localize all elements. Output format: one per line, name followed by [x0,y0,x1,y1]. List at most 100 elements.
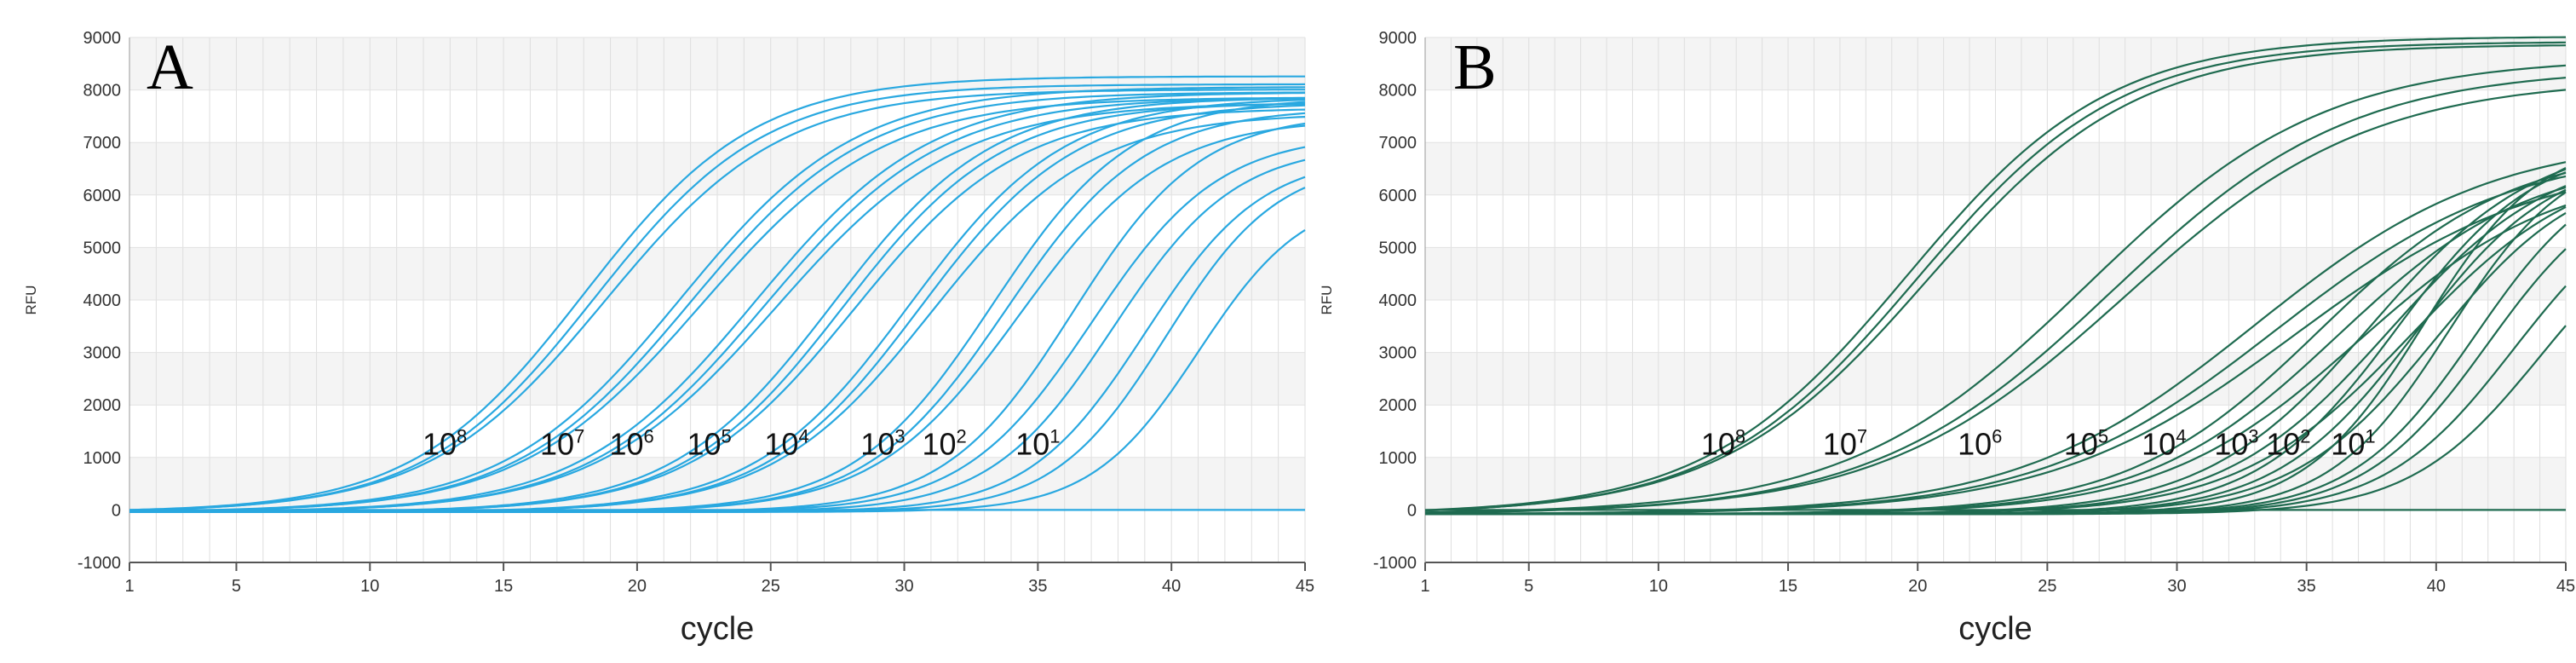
dilution-exponent: 5 [721,426,731,447]
x-tick-label: 5 [1524,577,1533,596]
dilution-base: 10 [764,427,798,462]
series-line [129,96,1305,513]
x-tick-label: 35 [1028,577,1047,596]
y-tick-label: -1000 [1373,554,1417,573]
series-line [1425,325,2567,516]
y-tick-label: 2000 [83,396,122,415]
dilution-label: 107 [1823,426,1867,462]
dilution-base: 10 [2064,427,2098,462]
panel-letter: A [147,32,193,103]
dilution-label: 103 [2214,426,2258,462]
dilution-exponent: 1 [2365,426,2375,447]
dilution-label: 103 [860,426,905,462]
x-tick-label: 30 [894,577,913,596]
dilution-exponent: 1 [1049,426,1060,447]
dilution-base: 10 [2266,427,2300,462]
dilution-exponent: 7 [1857,426,1867,447]
y-axis-label: RFU [1319,285,1335,315]
series-curves [1424,36,2567,516]
y-tick-label: 7000 [1379,134,1417,153]
y-tick-label: 8000 [83,82,122,101]
dilution-base: 10 [423,427,457,462]
y-axis-label: RFU [23,285,39,315]
x-tick-label: 45 [2556,577,2575,596]
dilution-label: 105 [2064,426,2108,462]
dilution-base: 10 [1823,427,1857,462]
y-tick-label: 4000 [83,291,122,310]
dilution-base: 10 [860,427,894,462]
dilution-base: 10 [609,427,643,462]
dilution-label: 102 [2266,426,2310,462]
x-tick-label: 1 [124,577,134,596]
series-line [1424,64,2567,514]
dilution-base: 10 [1701,427,1735,462]
x-tick-label: 35 [2297,577,2316,596]
y-tick-label: 8000 [1379,82,1417,101]
x-tick-label: 20 [628,577,647,596]
series-line [129,228,1306,513]
dilution-label: 101 [2331,426,2375,462]
dilution-exponent: 6 [644,426,654,447]
y-tick-label: 1000 [1379,449,1417,468]
dilution-base: 10 [540,427,574,462]
dilution-exponent: 4 [798,426,808,447]
dilution-base: 10 [2142,427,2176,462]
y-tick-label: 5000 [83,239,122,257]
dilution-base: 10 [1015,427,1049,462]
y-tick-label: -1000 [78,554,121,573]
dilution-exponent: 6 [1992,426,2002,447]
x-tick-label: 45 [1296,577,1314,596]
dilution-label: 102 [922,426,966,462]
dilution-exponent: 8 [1735,426,1745,447]
x-tick-label: 40 [2427,577,2446,596]
panel-letter: B [1453,32,1497,103]
dilution-label: 106 [609,426,653,462]
series-line [1424,36,2567,511]
dilution-base: 10 [2214,427,2248,462]
dilution-base: 10 [687,427,721,462]
x-tick-label: 10 [360,577,379,596]
dilution-base: 10 [1958,427,1992,462]
x-tick-label: 25 [2038,577,2056,596]
series-curves [129,75,1306,513]
dilution-exponent: 8 [457,426,467,447]
y-tick-label: 3000 [83,344,122,363]
y-tick-label: 7000 [83,134,122,153]
dilution-base: 10 [922,427,956,462]
x-tick-label: 40 [1162,577,1181,596]
x-tick-label: 30 [2167,577,2186,596]
y-tick-label: 0 [112,501,121,520]
dilution-label: 104 [2142,426,2186,462]
dilution-label: 108 [423,426,467,462]
y-tick-label: 0 [1407,501,1417,520]
y-tick-label: 6000 [83,187,122,205]
x-tick-label: 20 [1908,577,1927,596]
dilution-exponent: 2 [2300,426,2310,447]
dilution-label: 105 [687,426,731,462]
dilution-exponent: 2 [956,426,966,447]
dilution-base: 10 [2331,427,2365,462]
dilution-exponent: 7 [574,426,584,447]
series-line [1424,89,2567,514]
y-tick-label: 1000 [83,449,122,468]
x-axis-label: cycle [681,611,755,647]
x-tick-label: 15 [1779,577,1797,596]
x-tick-label: 25 [762,577,780,596]
y-tick-label: 5000 [1379,239,1417,257]
y-tick-label: 4000 [1379,291,1417,310]
chart-panel-a: 1 5 10 15 20 25 30 35 40 45-100001000200030004000… [23,29,1314,647]
y-tick-label: 3000 [1379,344,1417,363]
y-tick-label: 6000 [1379,187,1417,205]
x-tick-label: 10 [1649,577,1668,596]
dilution-label: 106 [1958,426,2002,462]
x-tick-label: 15 [494,577,513,596]
dilution-exponent: 5 [2098,426,2108,447]
dilution-exponent: 3 [2248,426,2258,447]
dilution-label: 101 [1015,426,1060,462]
dilution-label: 104 [764,426,808,462]
y-tick-label: 9000 [1379,29,1417,48]
series-line [1424,44,2567,512]
x-axis-label: cycle [1958,611,2033,647]
series-line [129,75,1305,511]
